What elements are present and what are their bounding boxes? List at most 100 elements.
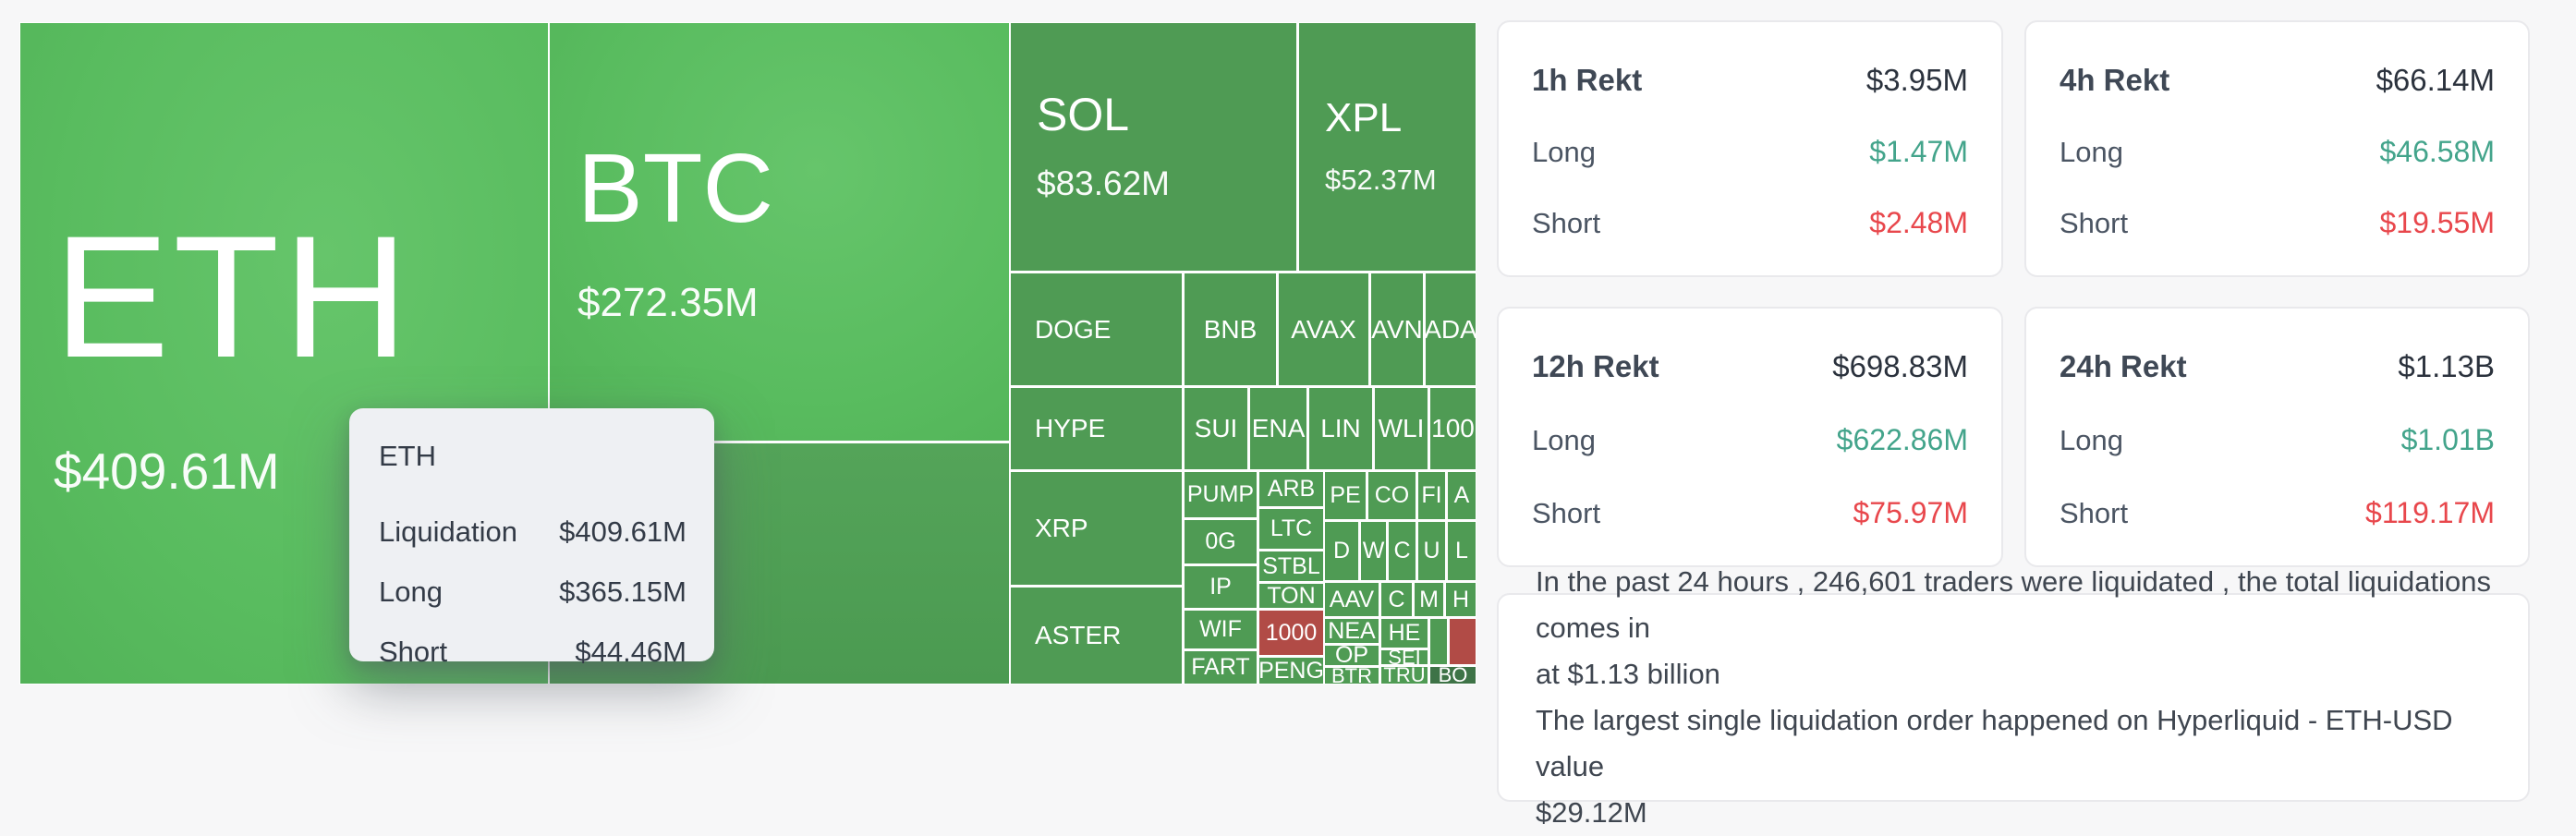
tile-SEI[interactable]: SEI — [1380, 649, 1428, 665]
summary-line: $29.12M — [1536, 796, 1647, 829]
tile-symbol: LIN — [1320, 414, 1361, 443]
tile-HYPE[interactable]: HYPE — [1010, 387, 1183, 470]
tile-BTC[interactable]: BTC $272.35M — [549, 22, 1010, 442]
tile-PENG[interactable]: PENG — [1258, 657, 1324, 685]
tile-BTR[interactable]: BTR — [1324, 667, 1379, 685]
tile-CO[interactable]: CO — [1367, 471, 1416, 520]
tile-symbol: TON — [1267, 584, 1316, 608]
tile-symbol: BTR — [1331, 668, 1372, 684]
tile-symbol: HE — [1388, 620, 1421, 647]
tooltip-value: $44.46M — [575, 636, 687, 669]
tile-symbol: DOGE — [1035, 314, 1112, 344]
tile-symbol: 0G — [1205, 528, 1236, 555]
rekt-card-12h: 12h Rekt $698.83M Long $622.86M Short $7… — [1497, 307, 2003, 567]
tile-NEA[interactable]: NEA — [1324, 618, 1379, 644]
tile-ETH[interactable]: ETH $409.61M — [19, 22, 549, 685]
tile-TRU[interactable]: TRU — [1380, 666, 1428, 685]
tile-symbol: NEA — [1328, 619, 1376, 643]
tile-BNB[interactable]: BNB — [1184, 273, 1277, 386]
tile-C[interactable]: C — [1388, 521, 1416, 581]
tile-symbol: WLI — [1378, 414, 1425, 443]
tile-ADA[interactable]: ADA — [1425, 273, 1476, 386]
tile-XPL[interactable]: XPL $52.37M — [1298, 22, 1476, 272]
tile-FART[interactable]: FART — [1184, 650, 1258, 685]
tile-STBL[interactable]: STBL — [1258, 551, 1324, 582]
tile-PUMP[interactable]: PUMP — [1184, 471, 1258, 518]
short-value: $119.17M — [2365, 496, 2495, 529]
tile-AVN[interactable]: AVN — [1370, 273, 1424, 386]
tile-symbol: PUMP — [1186, 481, 1255, 508]
tile-ENA[interactable]: ENA — [1249, 387, 1307, 470]
card-total: $3.95M — [1865, 63, 1968, 97]
tile-symbol: BO — [1438, 667, 1468, 684]
tile-FI[interactable]: FI — [1417, 471, 1446, 520]
tile-value: $409.61M — [54, 442, 280, 501]
rekt-card-1h: 1h Rekt $3.95M Long $1.47M Short $2.48M — [1497, 20, 2003, 277]
tile-SUI[interactable]: SUI — [1184, 387, 1248, 470]
tile-symbol: C — [1393, 538, 1411, 564]
tooltip-value: $409.61M — [559, 515, 687, 548]
tile-OP[interactable]: OP — [1324, 645, 1379, 666]
tile-IP[interactable]: IP — [1184, 565, 1258, 609]
tile-symbol: 1000 — [1265, 619, 1318, 646]
tile-H[interactable]: H — [1445, 582, 1476, 617]
tile-100[interactable]: 100 — [1429, 387, 1476, 470]
tile-symbol: IP — [1209, 574, 1232, 600]
long-label: Long — [2060, 136, 2123, 168]
tile-BO[interactable]: BO — [1429, 666, 1476, 685]
long-value: $1.01B — [2400, 423, 2495, 456]
tile-unlabeled[interactable] — [1449, 618, 1476, 665]
tile-L[interactable]: L — [1447, 521, 1476, 581]
tile-symbol: BNB — [1203, 314, 1258, 344]
tile-D[interactable]: D — [1324, 521, 1359, 581]
tile-symbol: U — [1423, 538, 1440, 564]
liquidation-dashboard: { "chart_data": { "type": "treemap", "me… — [19, 20, 2530, 829]
tile-ARB[interactable]: ARB — [1258, 471, 1324, 507]
eth-tooltip: ETH Liquidation $409.61M Long $365.15M S… — [349, 408, 714, 668]
tile-1000[interactable]: 1000 — [1258, 610, 1324, 656]
long-value: $46.58M — [2379, 135, 2495, 168]
tile-symbol: OP — [1334, 646, 1369, 665]
tile-SOL[interactable]: SOL $83.62M — [1010, 22, 1297, 272]
tile-symbol: L — [1455, 538, 1468, 564]
tile-A[interactable]: A — [1447, 471, 1476, 520]
long-label: Long — [1532, 136, 1596, 168]
tile-TON[interactable]: TON — [1258, 583, 1324, 609]
tile-symbol: CO — [1374, 482, 1410, 509]
liquidation-summary: In the past 24 hours , 246,601 traders w… — [1497, 565, 2530, 829]
tile-symbol: SOL — [1037, 88, 1130, 140]
tile-symbol: ASTER — [1035, 621, 1122, 650]
tile-symbol: AVAX — [1291, 314, 1356, 344]
tile-AAV[interactable]: AAV — [1324, 582, 1379, 617]
tile-AVAX[interactable]: AVAX — [1278, 273, 1369, 386]
short-value: $75.97M — [1853, 496, 1968, 529]
long-label: Long — [2060, 424, 2123, 456]
tile-M[interactable]: M — [1414, 582, 1444, 617]
tile-0G[interactable]: 0G — [1184, 519, 1258, 564]
tile-WIF[interactable]: WIF — [1184, 610, 1258, 649]
tile-C[interactable]: C — [1380, 582, 1413, 617]
tile-WLI[interactable]: WLI — [1374, 387, 1428, 470]
tile-HE[interactable]: HE — [1380, 618, 1428, 648]
tile-PE[interactable]: PE — [1324, 471, 1367, 520]
tile-symbol: HYPE — [1035, 414, 1106, 443]
tile-ASTER[interactable]: ASTER — [1010, 587, 1183, 685]
tile-LIN[interactable]: LIN — [1308, 387, 1373, 470]
tooltip-row-short: Short $44.46M — [379, 630, 687, 674]
tile-symbol: AVN — [1371, 314, 1423, 344]
tile-value: $52.37M — [1325, 163, 1437, 196]
tile-DOGE[interactable]: DOGE — [1010, 273, 1183, 386]
tile-symbol: XRP — [1035, 514, 1088, 543]
tile-W[interactable]: W — [1360, 521, 1387, 581]
tile-symbol: SEI — [1388, 650, 1421, 664]
tile-LTC[interactable]: LTC — [1258, 508, 1324, 550]
liquidation-heatmap: ETH $409.61M BTC $272.35M SOL $83.62M XPL $52.3… — [19, 22, 1476, 685]
tooltip-row-long: Long $365.15M — [379, 570, 687, 614]
tile-symbol: H — [1452, 586, 1470, 612]
tile-U[interactable]: U — [1417, 521, 1446, 581]
tile-XRP[interactable]: XRP — [1010, 471, 1183, 586]
short-value: $2.48M — [1869, 206, 1968, 239]
long-value: $1.47M — [1869, 135, 1968, 168]
summary-line: In the past 24 hours , 246,601 traders w… — [1536, 565, 2492, 644]
tile-unlabeled[interactable] — [1429, 618, 1448, 665]
